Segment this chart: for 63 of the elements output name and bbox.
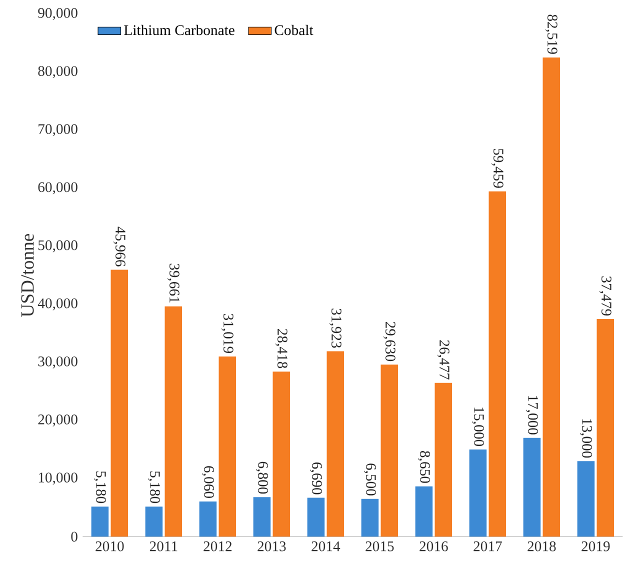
bar bbox=[542, 57, 560, 537]
bar bbox=[253, 497, 271, 537]
x-tick-label: 2018 bbox=[528, 541, 556, 552]
data-label: 45,966 bbox=[113, 226, 126, 266]
data-label: 8,650 bbox=[418, 451, 430, 483]
data-label: 6,800 bbox=[256, 462, 268, 494]
x-tick-label: 2014 bbox=[312, 541, 340, 552]
bar bbox=[110, 270, 128, 537]
y-tick-label: 30,000 bbox=[38, 356, 78, 368]
y-tick-label: 40,000 bbox=[38, 298, 78, 310]
bar bbox=[415, 486, 433, 537]
x-tick-label: 2015 bbox=[366, 541, 394, 552]
data-label: 31,019 bbox=[221, 314, 234, 353]
y-tick-label: 20,000 bbox=[38, 414, 78, 427]
bar bbox=[577, 461, 595, 537]
data-label: 5,180 bbox=[148, 471, 160, 504]
data-label: 15,000 bbox=[472, 408, 484, 446]
y-tick-label: 90,000 bbox=[38, 8, 78, 20]
bar bbox=[523, 438, 541, 537]
bar bbox=[218, 356, 236, 537]
bar bbox=[380, 364, 398, 537]
bar bbox=[469, 450, 487, 537]
y-tick-label: 10,000 bbox=[38, 472, 78, 485]
bar bbox=[307, 498, 325, 537]
bar bbox=[326, 351, 344, 537]
bar bbox=[596, 319, 614, 537]
data-label: 6,690 bbox=[310, 462, 322, 494]
x-tick-label: 2016 bbox=[420, 541, 448, 552]
data-label: 13,000 bbox=[580, 419, 592, 458]
y-tick-label: 0 bbox=[71, 532, 78, 542]
x-tick-label: 2019 bbox=[582, 541, 610, 552]
bar bbox=[164, 306, 182, 537]
legend-label: Lithium Carbonate bbox=[124, 24, 234, 36]
data-label: 29,630 bbox=[383, 322, 396, 362]
bar bbox=[145, 506, 163, 537]
bar bbox=[91, 506, 109, 537]
data-label: 82,519 bbox=[545, 14, 558, 54]
data-label: 39,661 bbox=[167, 264, 180, 303]
data-label: 31,923 bbox=[329, 308, 342, 348]
x-tick-label: 2017 bbox=[474, 541, 502, 552]
y-tick-label: 80,000 bbox=[38, 66, 78, 78]
y-tick-label: 50,000 bbox=[38, 240, 78, 252]
data-label: 6,060 bbox=[202, 466, 214, 498]
bar bbox=[272, 372, 290, 537]
x-tick-label: 2011 bbox=[150, 541, 178, 552]
bar bbox=[199, 501, 217, 537]
y-tick-label: 70,000 bbox=[38, 124, 78, 136]
data-label: 5,180 bbox=[94, 471, 106, 504]
bar bbox=[434, 382, 452, 537]
bar bbox=[488, 191, 506, 537]
data-label: 59,459 bbox=[491, 148, 504, 188]
data-label: 6,500 bbox=[364, 464, 376, 496]
data-label: 37,479 bbox=[599, 276, 612, 316]
x-tick-label: 2010 bbox=[96, 541, 124, 552]
data-label: 28,418 bbox=[275, 329, 288, 368]
x-tick-label: 2012 bbox=[204, 541, 232, 552]
legend-label: Cobalt bbox=[274, 24, 314, 36]
x-tick-label: 2013 bbox=[258, 541, 286, 552]
data-label: 26,477 bbox=[437, 340, 450, 380]
y-tick-label: 60,000 bbox=[38, 182, 78, 194]
bar bbox=[361, 498, 379, 537]
y-axis-title: USD/tonne bbox=[21, 234, 34, 317]
data-label: 17,000 bbox=[526, 396, 538, 434]
